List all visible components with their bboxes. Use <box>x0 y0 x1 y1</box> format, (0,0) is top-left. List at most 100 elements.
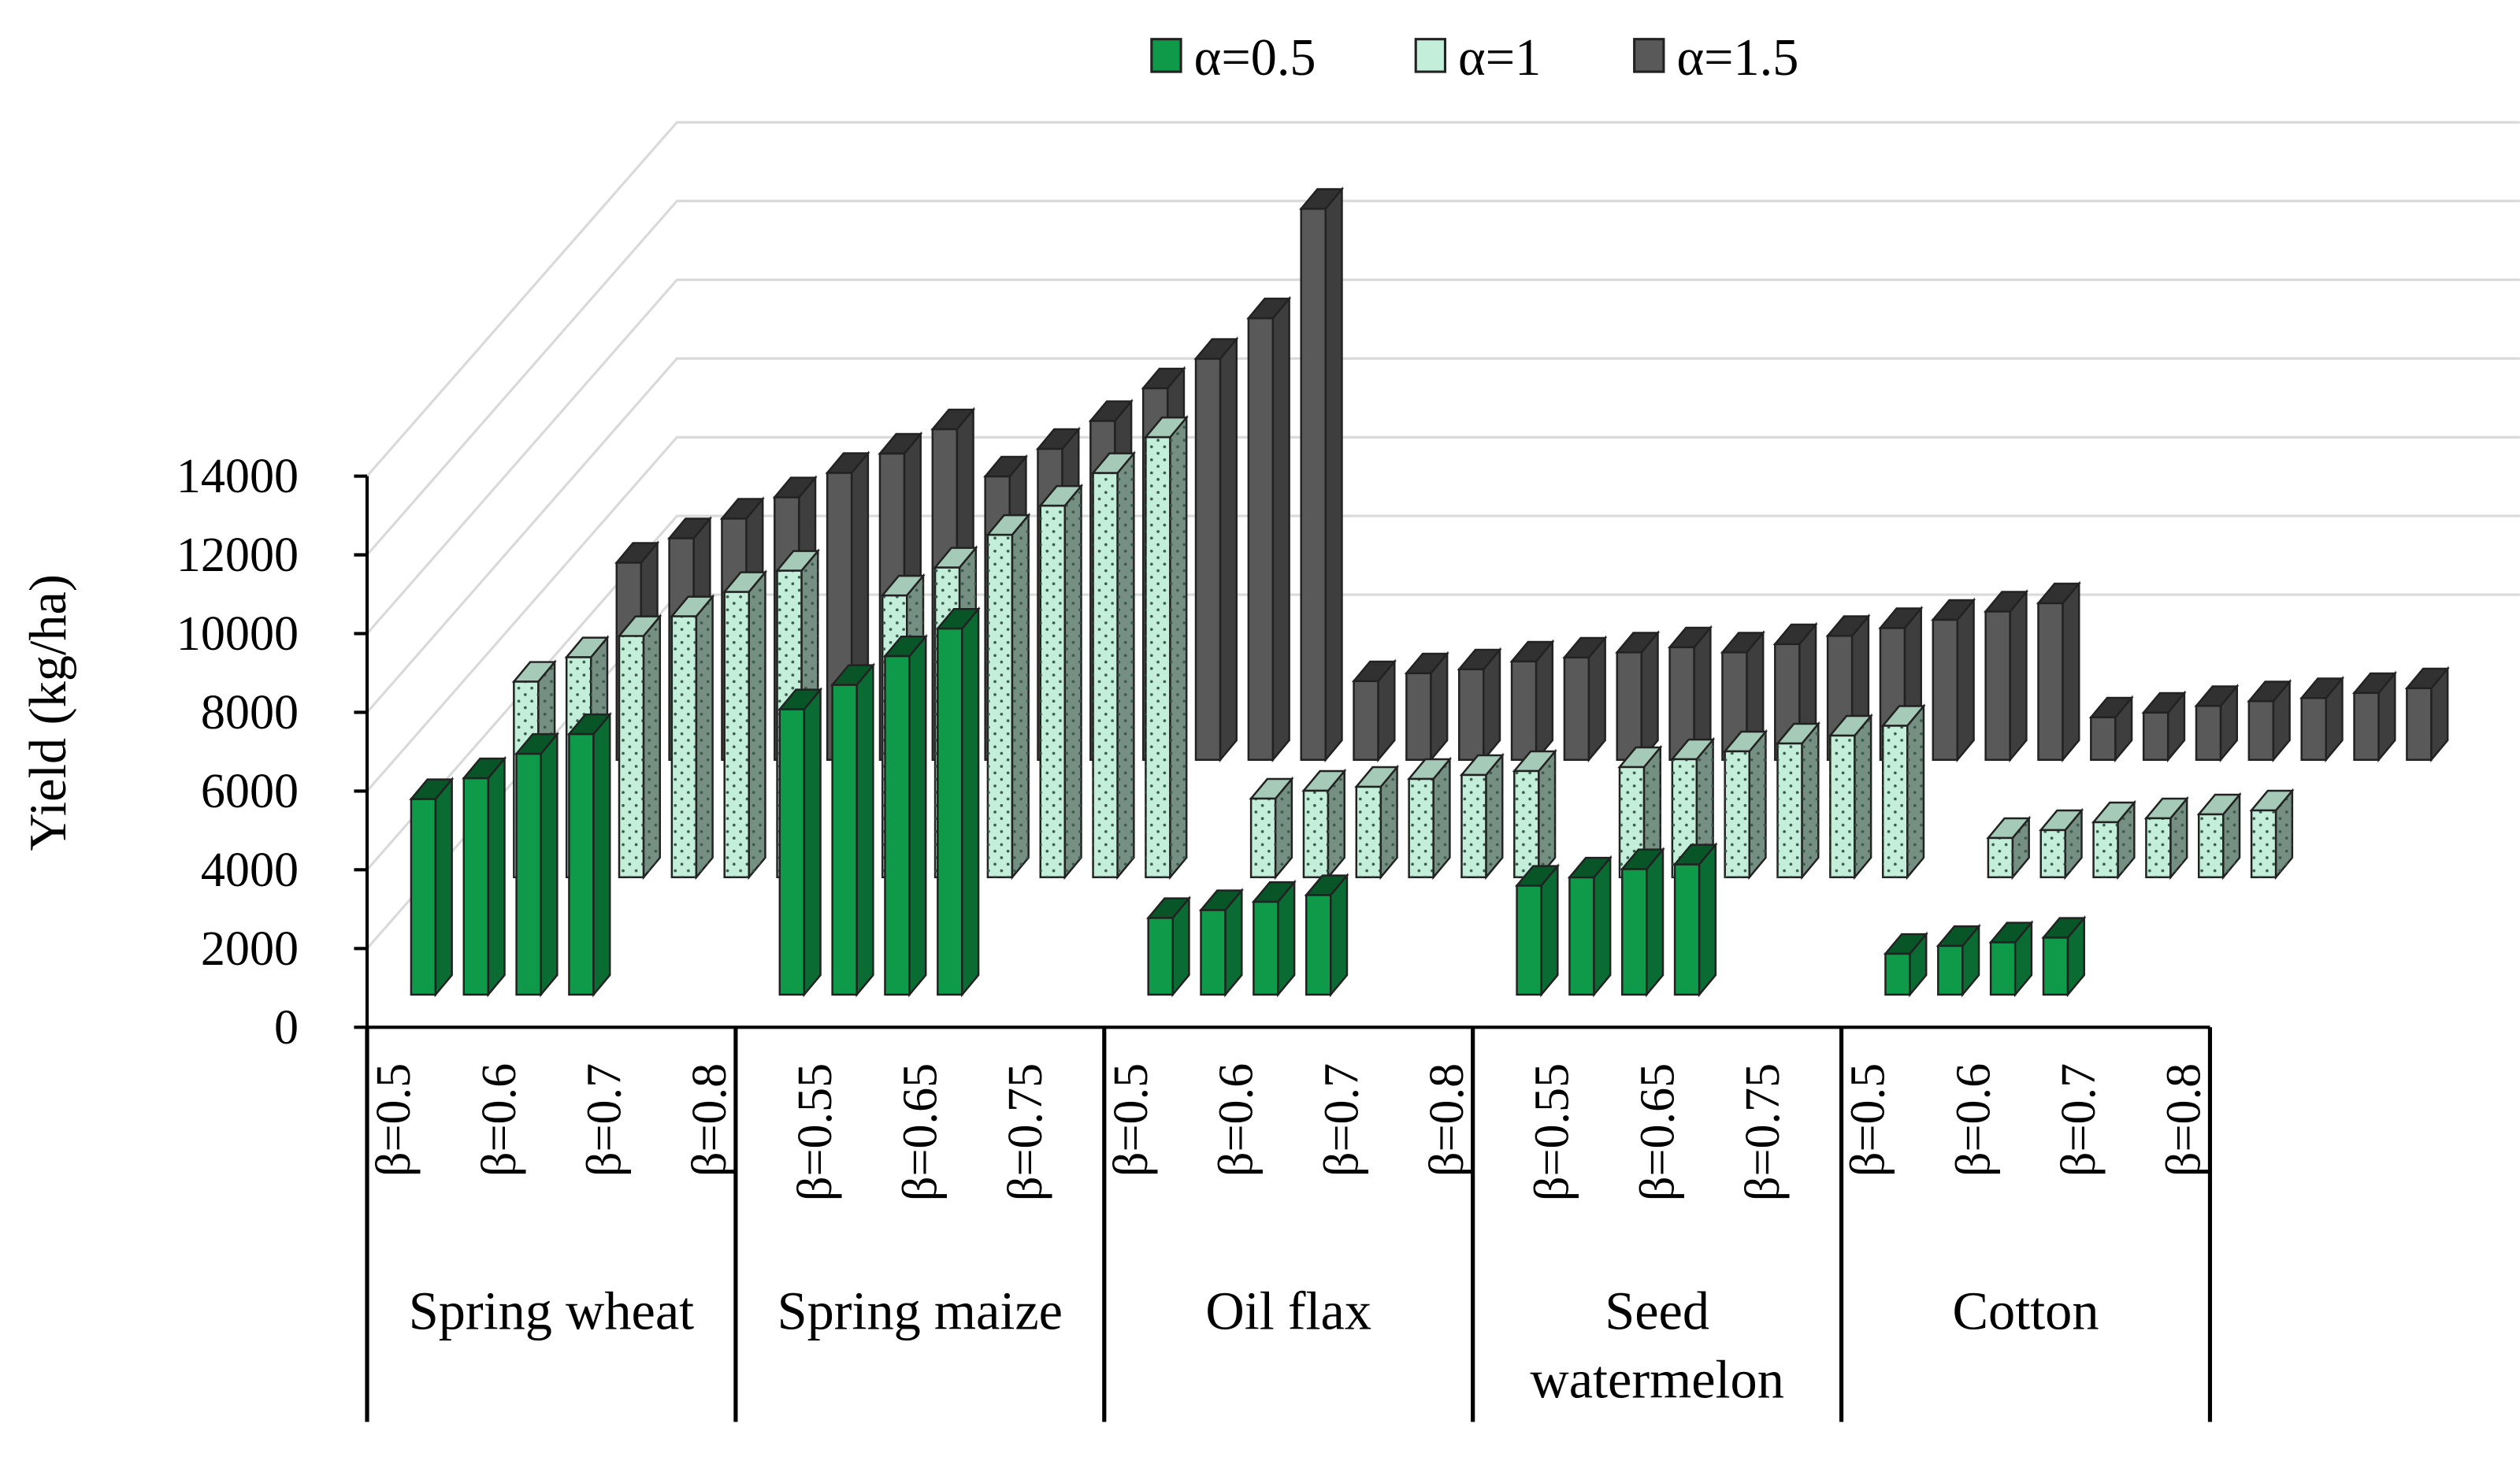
bar-front <box>1989 941 2017 996</box>
bar <box>778 687 823 998</box>
bar-texture <box>1802 724 1819 877</box>
x-tick-label: β=0.65 <box>1631 1063 1684 1201</box>
group-label: Seed watermelon <box>1530 1283 1784 1411</box>
bar <box>1931 597 1976 763</box>
bar-top <box>2143 797 2189 820</box>
bar-top <box>462 757 507 780</box>
x-tick-label: β=0.65 <box>894 1063 948 1201</box>
bar-side <box>2009 589 2028 763</box>
bar-side <box>540 731 559 998</box>
bar-top <box>1198 889 1244 911</box>
x-tick-label: β=0.75 <box>999 1063 1052 1201</box>
bar-front <box>1247 317 1275 762</box>
group-label-box: Cotton <box>1952 1283 2099 1342</box>
bar-texture <box>1328 771 1345 877</box>
bar-texture <box>1117 453 1134 877</box>
bar-texture <box>1486 755 1503 877</box>
bar-top <box>825 452 870 474</box>
bar <box>1404 651 1449 763</box>
bar <box>1567 855 1613 998</box>
bar-top <box>1146 897 1192 919</box>
bar-texture <box>1724 751 1750 877</box>
y-tick-label: 8000 <box>201 686 299 740</box>
x-tick-label: β=0.6 <box>1947 1063 2000 1177</box>
bar-texture <box>696 596 713 877</box>
bar-top <box>1615 632 1661 654</box>
bar-top <box>1512 750 1557 773</box>
bar-top <box>829 664 876 686</box>
bar-front <box>1200 909 1227 996</box>
bar-top <box>1883 933 1928 955</box>
bar-top <box>1514 865 1560 887</box>
bar <box>1983 589 2029 763</box>
x-tick-label: β=0.8 <box>683 1063 737 1177</box>
group-label-box: Oil flax <box>1205 1283 1371 1342</box>
bar <box>617 614 662 881</box>
bar-top <box>772 476 818 499</box>
bar-top <box>2351 672 2397 695</box>
bar <box>1459 752 1505 881</box>
bar-top <box>882 635 928 658</box>
bar-front <box>1621 868 1648 996</box>
legend-swatch <box>1633 38 1665 73</box>
legend-label: α=1.5 <box>1676 29 1798 87</box>
bar <box>1193 336 1239 763</box>
bar <box>2036 580 2081 763</box>
bar-side <box>1271 295 1290 763</box>
bar-texture <box>2170 799 2188 877</box>
bar-top <box>2404 667 2450 690</box>
bar-top <box>1509 640 1555 663</box>
bar-top <box>1351 660 1397 683</box>
bar-texture <box>1854 716 1872 877</box>
bar-side <box>855 662 874 998</box>
bar-top <box>1562 636 1608 659</box>
bar-front <box>1673 863 1701 996</box>
bar-texture <box>1093 473 1118 877</box>
bar <box>935 606 981 998</box>
bar <box>2351 670 2397 763</box>
bar-front <box>2037 602 2064 762</box>
bar-top <box>2039 809 2084 832</box>
bar-texture <box>619 636 644 877</box>
y-tick-label: 4000 <box>201 844 299 897</box>
bar-top <box>564 636 610 658</box>
bar-front <box>1300 207 1327 762</box>
bar-texture <box>2146 818 2171 877</box>
bar-texture <box>1011 515 1029 877</box>
bar <box>1935 923 1981 998</box>
bar-front <box>1510 660 1538 762</box>
y-tick-label: 2000 <box>201 922 299 976</box>
y-tick-label: 14000 <box>176 450 299 503</box>
bar <box>2143 795 2189 881</box>
bar <box>2141 690 2187 763</box>
bar-top <box>409 778 455 800</box>
bar <box>2194 684 2240 763</box>
x-tick-label: β=0.75 <box>1736 1063 1790 1201</box>
bar-front <box>1457 668 1485 762</box>
bar-texture <box>1777 743 1802 877</box>
bar-top <box>2196 793 2242 816</box>
bar-top <box>1193 338 1239 360</box>
x-tick-label: β=0.7 <box>2052 1063 2106 1177</box>
bar-top <box>511 661 557 683</box>
bar-front <box>1568 876 1595 996</box>
bar-front <box>937 627 963 996</box>
bar-front <box>2142 711 2169 762</box>
bar-side <box>961 606 980 998</box>
bar <box>462 755 507 998</box>
bar-top <box>1301 769 1347 792</box>
bar-texture <box>1514 770 1539 877</box>
bar-front <box>1147 917 1174 996</box>
legend-label: α=0.5 <box>1194 29 1316 87</box>
bar-texture <box>1538 751 1556 877</box>
bar-side <box>1324 186 1343 763</box>
bar-front <box>568 732 595 996</box>
bar <box>2091 799 2136 881</box>
x-tick-label: β=0.6 <box>1210 1063 1264 1177</box>
bar <box>2249 788 2295 881</box>
y-tick-label: 0 <box>274 1001 299 1055</box>
bar <box>1246 295 1292 763</box>
bar-top <box>1141 367 1186 390</box>
